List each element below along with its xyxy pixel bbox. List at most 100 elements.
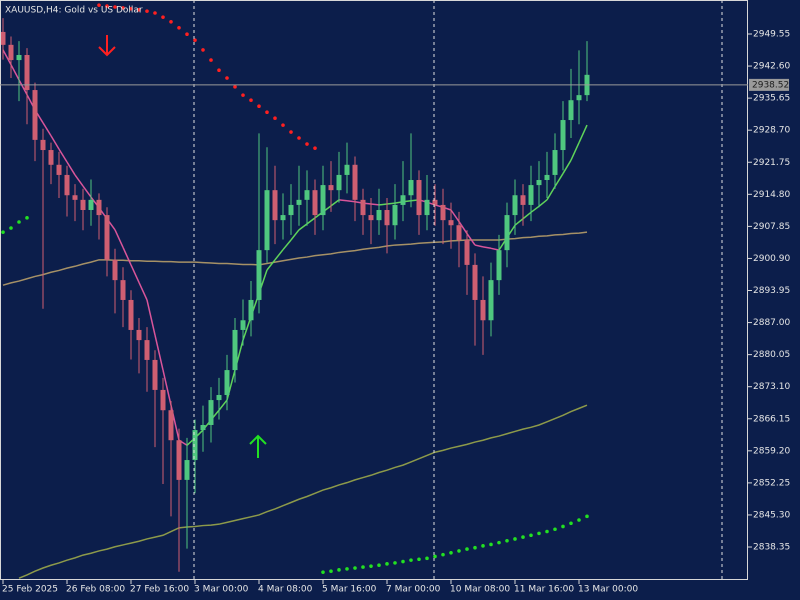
sar-dot — [281, 123, 285, 127]
sar-dot — [537, 531, 541, 536]
candle-body — [232, 329, 238, 371]
y-tick-label: 2893.95 — [753, 286, 790, 296]
ribbon-line — [130, 264, 140, 283]
y-tick-label: 2852.25 — [753, 478, 790, 488]
moving-average-line — [18, 404, 588, 579]
candle-body — [408, 180, 414, 196]
candle-body — [512, 195, 518, 216]
candle-body — [552, 150, 558, 175]
y-tick-label: 2921.75 — [753, 158, 790, 168]
x-tick-label: 5 Mar 16:00 — [322, 585, 377, 595]
y-tick-label: 2907.85 — [753, 222, 790, 232]
sar-dot — [17, 220, 21, 224]
x-tick-label: 7 Mar 00:00 — [386, 585, 441, 595]
sar-dot — [321, 570, 325, 574]
candle-body — [464, 239, 470, 265]
ribbon-line — [474, 244, 484, 248]
sar-dot — [225, 76, 229, 80]
sar-dot — [457, 549, 461, 553]
sar-dot — [585, 514, 589, 519]
plot-area — [0, 3, 590, 579]
sar-dot — [417, 557, 421, 562]
candle-body — [344, 164, 350, 175]
ribbon-line — [338, 199, 348, 202]
sar-dot — [425, 556, 429, 561]
sar-dot — [329, 569, 333, 574]
candle-body — [280, 215, 286, 221]
sar-dot — [249, 98, 253, 103]
ribbon-line — [50, 135, 60, 150]
sar-dot — [481, 544, 485, 548]
ribbon-line — [154, 334, 164, 371]
sar-dot — [449, 550, 453, 555]
candle-body — [200, 424, 206, 431]
candle-body — [264, 190, 270, 251]
x-tick-label: 13 Mar 00:00 — [578, 585, 638, 595]
ribbon-line — [554, 173, 564, 187]
ribbon-line — [514, 218, 524, 226]
y-tick-label: 2928.70 — [753, 126, 790, 136]
x-tick-label: 27 Feb 16:00 — [130, 585, 189, 595]
sar-dot — [265, 110, 269, 114]
ribbon-line — [546, 186, 556, 201]
sar-dot — [177, 25, 181, 30]
candle-body — [272, 190, 278, 221]
candle-body — [16, 54, 22, 61]
candle-body — [528, 185, 534, 205]
sar-dot — [465, 547, 469, 551]
y-tick-label: 2838.35 — [753, 543, 790, 553]
sar-dot — [513, 537, 517, 541]
sar-dot — [1, 230, 5, 234]
candle-body — [576, 95, 582, 101]
sar-dot — [577, 518, 581, 522]
sar-dot — [137, 7, 141, 12]
plot-border — [0, 0, 748, 580]
sar-dot — [153, 11, 157, 15]
y-tick-label: 2942.60 — [753, 62, 790, 72]
candle-body — [440, 204, 446, 221]
candle-body — [544, 174, 550, 181]
sar-dot — [201, 48, 205, 52]
candle-body — [168, 410, 174, 441]
candle-body — [248, 299, 254, 321]
sar-dot — [553, 527, 557, 532]
candle-body — [104, 215, 110, 260]
sar-dot — [217, 68, 221, 73]
sar-dot — [113, 5, 117, 9]
x-tick-label: 10 Mar 08:00 — [450, 585, 510, 595]
x-tick-label: 25 Feb 2025 — [2, 585, 58, 595]
candle-body — [328, 185, 334, 191]
candle-body — [8, 44, 14, 61]
candle-body — [72, 195, 78, 200]
sar-dot — [257, 104, 261, 109]
candle-body — [560, 120, 566, 151]
sar-dot — [433, 554, 437, 559]
sar-dot — [241, 93, 245, 97]
sar-dot — [209, 58, 213, 62]
candle-body — [184, 460, 190, 480]
sar-dot — [97, 3, 101, 7]
y-tick-label: 2887.00 — [753, 318, 790, 328]
ribbon-line — [386, 202, 396, 205]
candle-body — [392, 204, 398, 226]
candle-body — [192, 430, 198, 461]
candle-body — [376, 210, 382, 221]
candle-body — [384, 210, 390, 226]
candle-body — [224, 370, 230, 396]
sar-dot — [9, 226, 13, 230]
candle-body — [288, 204, 294, 216]
candle-body — [312, 190, 318, 216]
ribbon-line — [330, 199, 340, 207]
sar-dot — [561, 524, 565, 529]
candle-body — [416, 180, 422, 216]
sar-dot — [529, 533, 533, 538]
sar-dot — [385, 562, 389, 566]
ribbon-line — [538, 199, 548, 207]
ribbon-line — [450, 209, 460, 222]
ribbon-line — [218, 399, 228, 411]
sell-arrow — [98, 35, 116, 57]
ribbon-line — [482, 246, 492, 250]
current-price-label: 2938.52 — [752, 80, 789, 90]
